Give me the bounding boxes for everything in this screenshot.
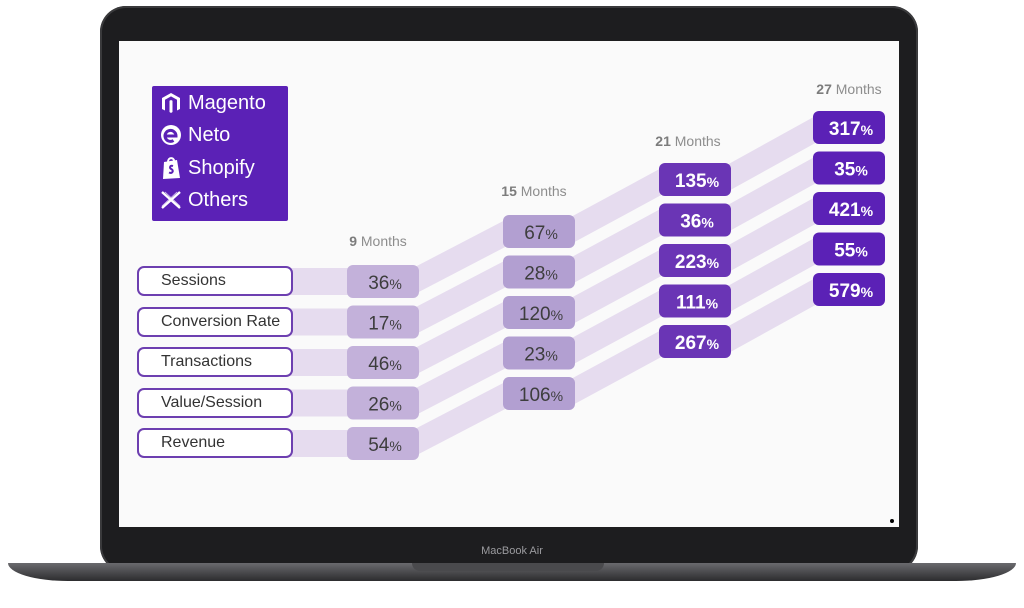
band-connector <box>725 154 819 234</box>
corner-dot <box>890 519 894 523</box>
value-label: 46% <box>368 354 402 375</box>
value-label: 17% <box>368 314 402 335</box>
value-box <box>503 336 575 370</box>
band-connector <box>725 276 819 355</box>
band-connector <box>413 258 509 336</box>
growth-chart: 36% 17% 46% 26% 54% 67% 28% 120% 23% 106% 135% 36% 2… <box>289 111 885 460</box>
value-box <box>659 244 731 277</box>
value-box <box>503 377 575 410</box>
period-number: 27 <box>816 81 832 97</box>
value-label: 317% <box>829 119 874 140</box>
period-number: 21 <box>655 133 671 149</box>
magento-icon <box>160 92 182 114</box>
value-label: 55% <box>834 241 868 262</box>
band-connector <box>725 195 819 274</box>
value-label: 120% <box>519 304 563 325</box>
band-lead <box>289 349 351 376</box>
band-connector <box>569 166 665 245</box>
metric-label-transactions: Transactions <box>137 347 293 377</box>
metric-label-revenue: Revenue <box>137 428 293 458</box>
band-lead <box>289 308 351 336</box>
platform-legend: Magento Neto Shopify <box>152 86 288 221</box>
legend-label: Others <box>188 188 249 211</box>
period-unit: Months <box>520 183 567 199</box>
period-unit: Months <box>674 133 721 149</box>
value-box <box>813 151 885 185</box>
legend-item-shopify: Shopify <box>160 154 255 182</box>
slide: 36% 17% 46% 26% 54% 67% 28% 120% 23% 106% 135% 36% 2… <box>119 41 899 527</box>
value-box <box>347 346 419 379</box>
value-box <box>503 296 575 329</box>
shopify-icon <box>160 157 182 179</box>
device-model-label: MacBook Air <box>481 545 543 557</box>
band-lead <box>289 268 351 295</box>
value-box <box>659 163 731 196</box>
value-label: 106% <box>519 385 563 406</box>
period-label-9: 9 Months <box>338 233 418 249</box>
value-box <box>813 273 885 306</box>
value-box <box>813 232 885 266</box>
neto-icon <box>160 124 182 146</box>
band-lead <box>289 430 351 457</box>
value-box <box>347 386 419 420</box>
metric-label-sessions: Sessions <box>137 266 293 296</box>
value-label: 579% <box>829 281 874 302</box>
legend-item-magento: Magento <box>160 89 266 117</box>
value-box <box>503 215 575 248</box>
legend-item-neto: Neto <box>160 121 230 149</box>
legend-label: Magento <box>188 91 266 114</box>
metric-label-value-session: Value/Session <box>137 388 293 418</box>
band-connector <box>725 114 819 193</box>
band-connector <box>569 206 665 286</box>
value-label: 54% <box>368 435 402 456</box>
laptop-base <box>8 563 1016 581</box>
period-label-21: 21 Months <box>648 133 728 149</box>
value-box <box>813 192 885 225</box>
value-label: 36% <box>368 273 402 294</box>
legend-item-others: Others <box>160 186 248 214</box>
value-box <box>659 325 731 358</box>
period-label-27: 27 Months <box>809 81 889 97</box>
legend-label: Shopify <box>188 156 255 179</box>
period-number: 9 <box>349 233 357 249</box>
period-unit: Months <box>835 81 882 97</box>
value-label: 67% <box>524 223 558 244</box>
laptop-notch <box>412 563 604 571</box>
value-label: 135% <box>675 171 720 192</box>
period-label-15: 15 Months <box>494 183 574 199</box>
value-box <box>347 305 419 339</box>
value-label: 35% <box>834 160 868 181</box>
value-label: 267% <box>675 333 720 354</box>
metric-label-conversion-rate: Conversion Rate <box>137 307 293 337</box>
value-label: 26% <box>368 395 402 416</box>
value-label: 28% <box>524 264 558 285</box>
band-lead <box>289 389 351 417</box>
value-label: 421% <box>829 200 874 221</box>
value-box <box>347 265 419 298</box>
value-label: 223% <box>675 252 720 273</box>
band-connector <box>569 247 665 326</box>
value-label: 23% <box>524 345 558 366</box>
band-connector <box>413 380 509 457</box>
value-box <box>503 255 575 289</box>
value-box <box>659 284 731 318</box>
band-connector <box>413 339 509 417</box>
value-box <box>347 427 419 460</box>
period-number: 15 <box>501 183 517 199</box>
value-box <box>659 203 731 237</box>
value-label: 111% <box>676 293 719 314</box>
band-connector <box>413 218 509 295</box>
period-unit: Months <box>360 233 407 249</box>
band-connector <box>413 299 509 376</box>
value-label: 36% <box>680 212 714 233</box>
value-box <box>813 111 885 144</box>
band-connector <box>725 235 819 315</box>
band-connector <box>569 287 665 367</box>
legend-label: Neto <box>188 123 231 146</box>
x-icon <box>160 189 182 211</box>
band-connector <box>569 328 665 407</box>
